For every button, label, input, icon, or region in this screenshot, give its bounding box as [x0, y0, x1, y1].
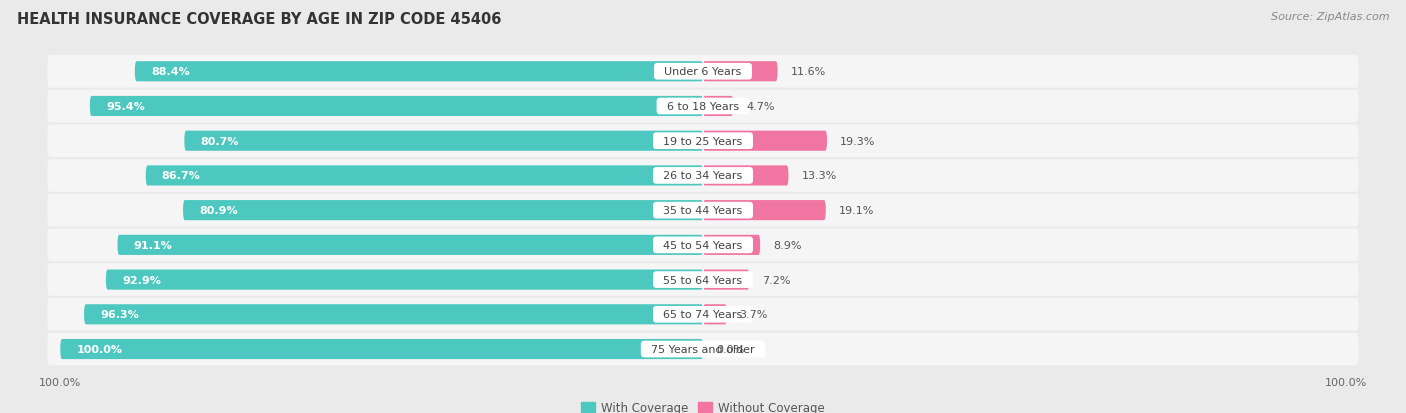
FancyBboxPatch shape — [84, 304, 703, 325]
FancyBboxPatch shape — [146, 166, 703, 186]
Text: Source: ZipAtlas.com: Source: ZipAtlas.com — [1271, 12, 1389, 22]
FancyBboxPatch shape — [48, 263, 1358, 296]
Text: 80.9%: 80.9% — [200, 206, 238, 216]
Text: 55 to 64 Years: 55 to 64 Years — [657, 275, 749, 285]
Text: 19.1%: 19.1% — [838, 206, 875, 216]
Text: 6 to 18 Years: 6 to 18 Years — [659, 102, 747, 112]
Text: 7.2%: 7.2% — [762, 275, 790, 285]
Text: 4.7%: 4.7% — [747, 102, 775, 112]
FancyBboxPatch shape — [48, 90, 1358, 123]
Text: 0.0%: 0.0% — [716, 344, 744, 354]
FancyBboxPatch shape — [48, 333, 1358, 366]
FancyBboxPatch shape — [183, 201, 703, 221]
FancyBboxPatch shape — [184, 131, 703, 152]
Legend: With Coverage, Without Coverage: With Coverage, Without Coverage — [581, 401, 825, 413]
Text: 35 to 44 Years: 35 to 44 Years — [657, 206, 749, 216]
Text: 11.6%: 11.6% — [790, 67, 825, 77]
Text: 8.9%: 8.9% — [773, 240, 801, 250]
FancyBboxPatch shape — [135, 62, 703, 82]
FancyBboxPatch shape — [48, 195, 1358, 227]
FancyBboxPatch shape — [48, 229, 1358, 261]
FancyBboxPatch shape — [703, 131, 827, 152]
Text: 86.7%: 86.7% — [162, 171, 201, 181]
Text: HEALTH INSURANCE COVERAGE BY AGE IN ZIP CODE 45406: HEALTH INSURANCE COVERAGE BY AGE IN ZIP … — [17, 12, 502, 27]
Text: Under 6 Years: Under 6 Years — [658, 67, 748, 77]
FancyBboxPatch shape — [703, 97, 733, 117]
Text: 75 Years and older: 75 Years and older — [644, 344, 762, 354]
FancyBboxPatch shape — [703, 166, 789, 186]
Text: 13.3%: 13.3% — [801, 171, 837, 181]
FancyBboxPatch shape — [703, 62, 778, 82]
FancyBboxPatch shape — [48, 56, 1358, 88]
Text: 19.3%: 19.3% — [839, 136, 876, 146]
FancyBboxPatch shape — [48, 298, 1358, 331]
Text: 26 to 34 Years: 26 to 34 Years — [657, 171, 749, 181]
FancyBboxPatch shape — [703, 304, 727, 325]
Text: 92.9%: 92.9% — [122, 275, 160, 285]
FancyBboxPatch shape — [105, 270, 703, 290]
Text: 88.4%: 88.4% — [150, 67, 190, 77]
FancyBboxPatch shape — [703, 270, 749, 290]
FancyBboxPatch shape — [60, 339, 703, 359]
FancyBboxPatch shape — [118, 235, 703, 255]
Text: 80.7%: 80.7% — [201, 136, 239, 146]
Text: 65 to 74 Years: 65 to 74 Years — [657, 310, 749, 320]
FancyBboxPatch shape — [48, 125, 1358, 158]
FancyBboxPatch shape — [90, 97, 703, 117]
FancyBboxPatch shape — [703, 201, 825, 221]
Text: 45 to 54 Years: 45 to 54 Years — [657, 240, 749, 250]
Text: 3.7%: 3.7% — [740, 310, 768, 320]
FancyBboxPatch shape — [703, 235, 761, 255]
Text: 95.4%: 95.4% — [105, 102, 145, 112]
FancyBboxPatch shape — [48, 160, 1358, 192]
Text: 96.3%: 96.3% — [100, 310, 139, 320]
Text: 100.0%: 100.0% — [76, 344, 122, 354]
Text: 19 to 25 Years: 19 to 25 Years — [657, 136, 749, 146]
Text: 91.1%: 91.1% — [134, 240, 173, 250]
